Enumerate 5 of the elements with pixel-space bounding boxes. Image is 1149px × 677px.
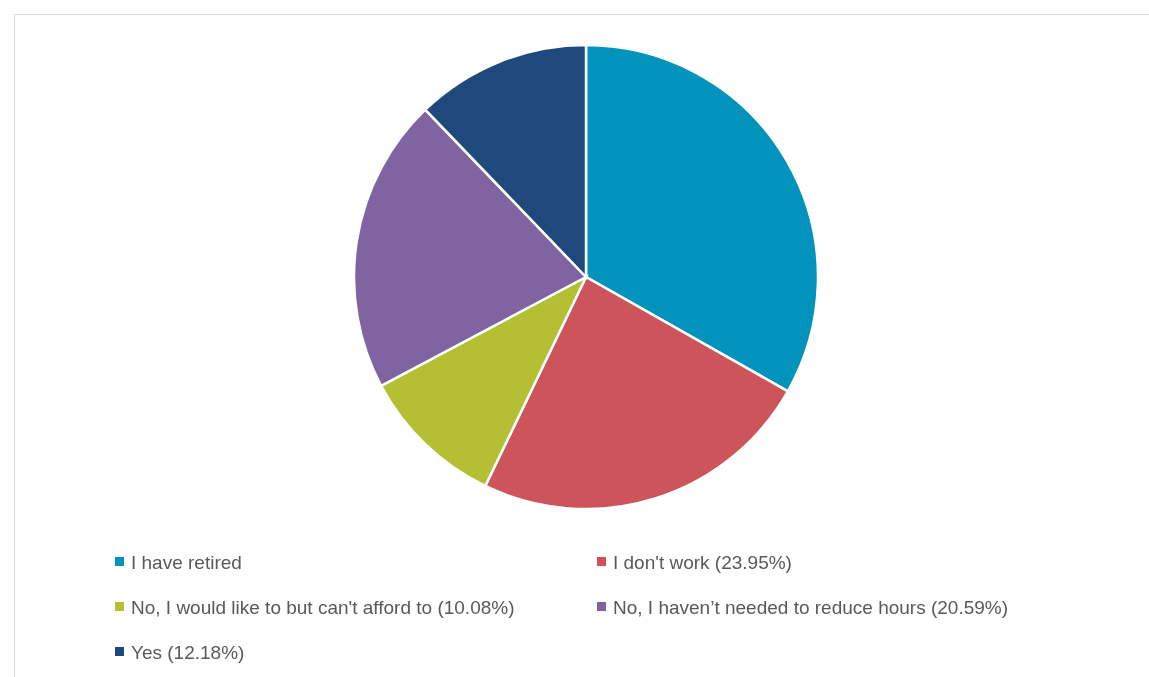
legend-label: No, I haven’t needed to reduce hours (20.59%) [613,596,1009,618]
legend-label: No, I would like to but can't afford to (10.08%) [131,596,515,618]
legend-label: I don't work (23.95%) [613,551,792,573]
legend-label: Yes (12.18%) [131,641,245,663]
legend-label: I have retired [131,551,242,573]
